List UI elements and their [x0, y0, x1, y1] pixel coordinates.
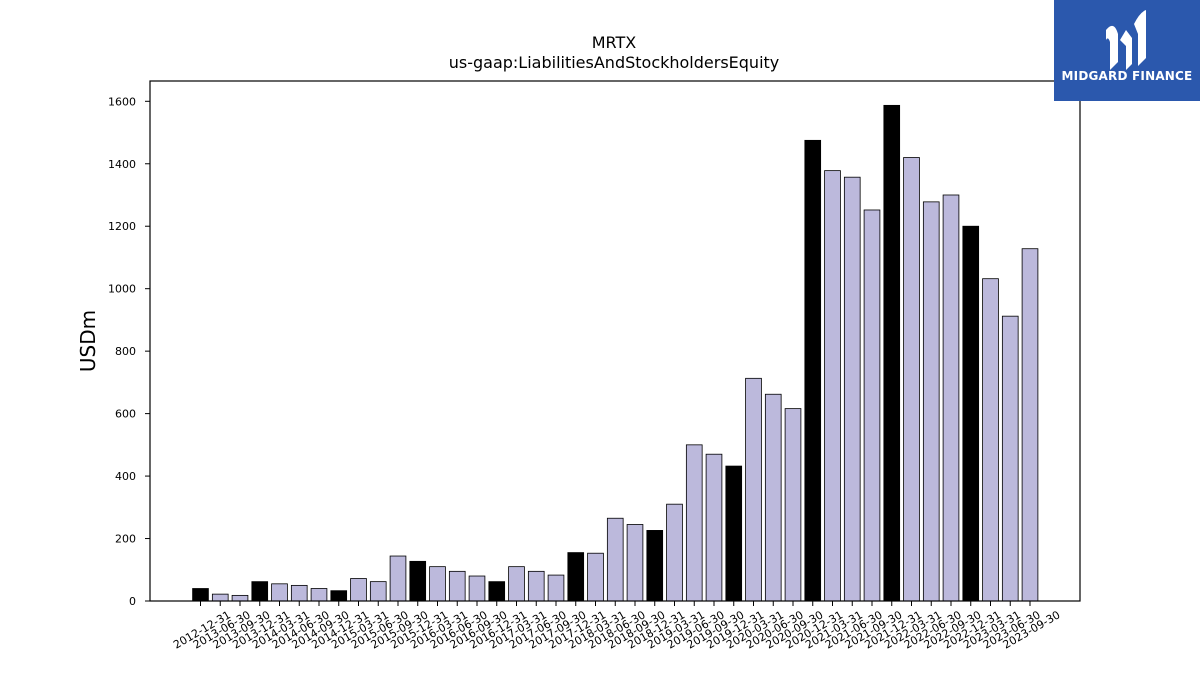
chart-subtitle: us-gaap:LiabilitiesAndStockholdersEquity — [449, 53, 780, 72]
bar-2019-03-31 — [666, 503, 683, 602]
bar-2023-06-30 — [1001, 315, 1019, 602]
y-tick-label: 1400 — [108, 158, 136, 171]
bar-2016-09-30 — [468, 575, 486, 602]
chart-title: MRTX — [592, 33, 637, 52]
bar-2015-06-30 — [369, 581, 387, 602]
y-axis: 0 200 400 600 800 1000 1200 1400 1600 — [108, 95, 150, 608]
bar-2014-12-31 — [330, 590, 348, 602]
bar-2016-06-30 — [448, 570, 466, 602]
bar-2022-12-31 — [962, 225, 980, 602]
bar-2019-09-30 — [705, 453, 723, 602]
brand-logo: MIDGARD FINANCE — [1054, 0, 1200, 101]
midgard-logo-icon — [1106, 10, 1146, 70]
bar-2017-06-30 — [527, 570, 545, 602]
bar-2017-03-31 — [508, 566, 525, 602]
bar-2016-12-31 — [488, 581, 506, 602]
y-axis-label: USDm — [76, 310, 100, 372]
bar-2015-09-30 — [389, 555, 407, 602]
brand-name: MIDGARD FINANCE — [1061, 69, 1193, 83]
y-tick-label: 1600 — [108, 95, 136, 108]
plot-frame — [149, 80, 1081, 602]
bar-2017-12-31 — [567, 552, 585, 602]
bar-2015-03-31 — [350, 578, 367, 602]
bar-2013-09-30 — [231, 594, 249, 602]
bar-2021-09-30 — [863, 209, 881, 602]
bar-2017-09-30 — [547, 574, 565, 602]
y-tick-label: 800 — [115, 345, 136, 358]
bar-2020-06-30 — [764, 393, 782, 602]
bar-2023-09-30 — [1021, 248, 1039, 602]
y-tick-label: 1000 — [108, 283, 136, 296]
bar-2023-03-31 — [982, 278, 999, 602]
bar-2019-06-30 — [685, 444, 703, 602]
bar-2022-03-31 — [903, 157, 920, 602]
bar-2020-03-31 — [745, 377, 762, 602]
x-axis: 2012-12-312013-06-302013-09-302013-12-31… — [171, 601, 1063, 652]
y-tick-label: 0 — [129, 595, 136, 608]
y-tick-label: 1200 — [108, 220, 136, 233]
bar-2020-09-30 — [784, 408, 802, 602]
bar-2021-12-31 — [883, 104, 901, 602]
bar-2018-06-30 — [606, 517, 624, 602]
bar-2015-12-31 — [409, 560, 427, 602]
bar-2018-03-31 — [587, 552, 604, 602]
bar-2016-03-31 — [429, 566, 446, 602]
bar-2014-09-30 — [310, 588, 328, 602]
bar-2013-06-30 — [211, 593, 229, 602]
bar-2018-09-30 — [626, 524, 644, 602]
bar-2022-06-30 — [922, 201, 940, 602]
y-tick-label: 200 — [115, 533, 136, 546]
bar-2013-12-31 — [251, 581, 269, 602]
bar-2014-03-31 — [271, 583, 288, 602]
y-tick-label: 400 — [115, 470, 136, 483]
bar-2012-12-31 — [192, 588, 209, 602]
bars-group — [192, 104, 1039, 602]
bar-2014-06-30 — [290, 584, 308, 602]
bar-2018-12-31 — [646, 530, 664, 602]
bar-2022-09-30 — [942, 194, 960, 602]
y-tick-label: 600 — [115, 408, 136, 421]
bar-2021-06-30 — [843, 176, 861, 602]
bar-2020-12-31 — [804, 139, 822, 602]
bar-2021-03-31 — [824, 170, 841, 602]
bar-2019-12-31 — [725, 465, 743, 602]
